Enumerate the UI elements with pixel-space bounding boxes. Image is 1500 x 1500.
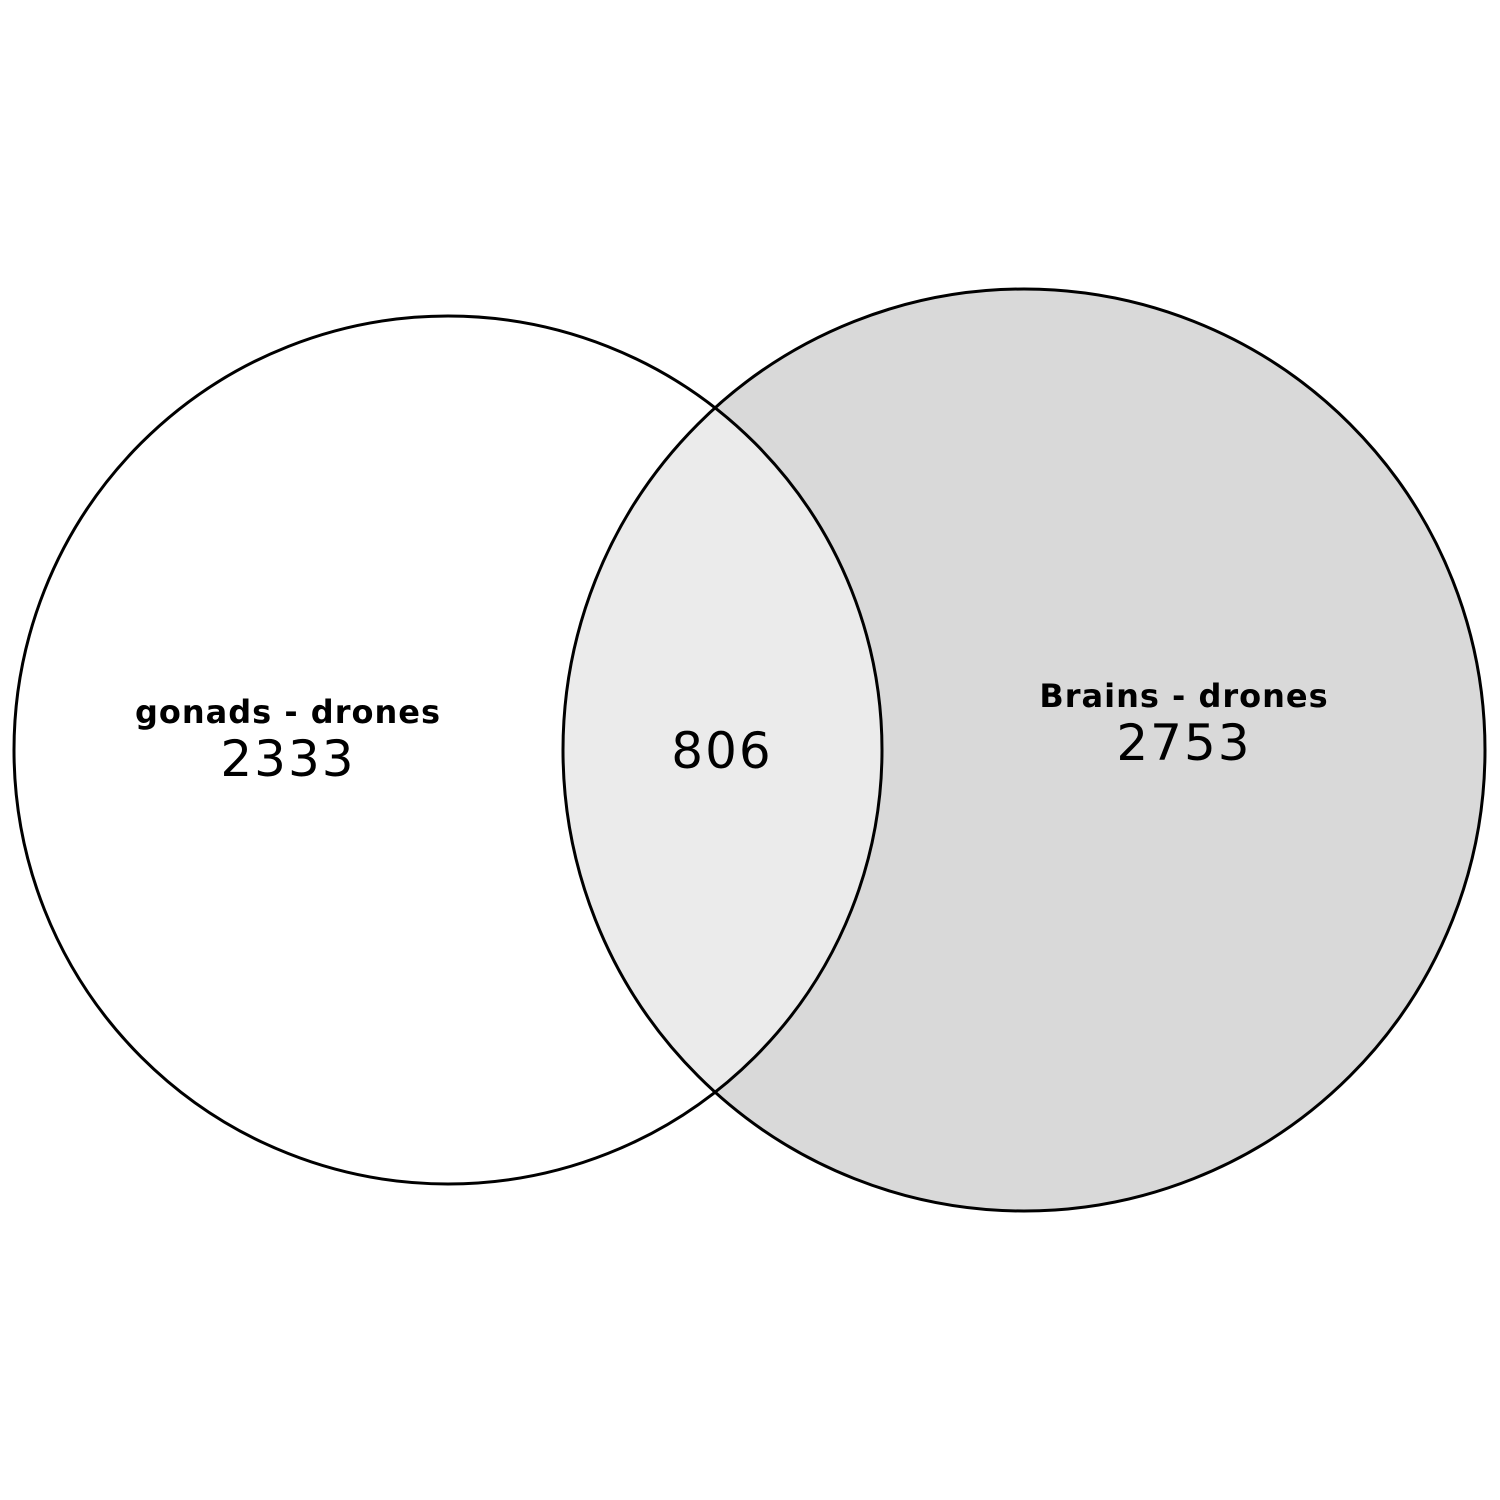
set-brains-label: Brains - drones bbox=[1039, 677, 1328, 715]
intersection-count: 806 bbox=[671, 722, 772, 780]
set-brains-count: 2753 bbox=[1116, 714, 1251, 772]
set-gonads-count: 2333 bbox=[220, 730, 355, 788]
set-gonads-label: gonads - drones bbox=[135, 693, 441, 731]
set-brains-outline bbox=[561, 287, 1487, 1213]
intersection-region bbox=[563, 316, 882, 1184]
set-gonads-outline bbox=[12, 314, 884, 1186]
